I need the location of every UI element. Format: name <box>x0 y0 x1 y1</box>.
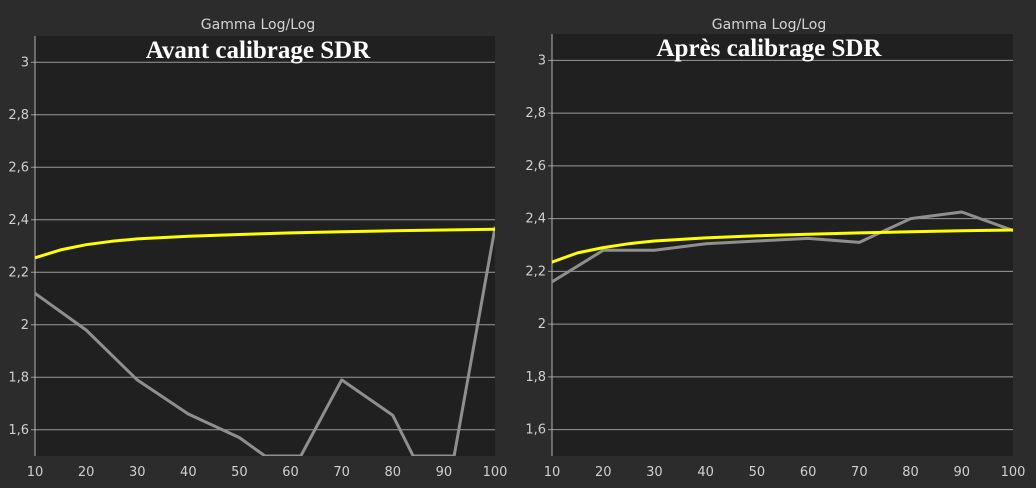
x-tick-label: 100 <box>1001 465 1026 480</box>
measured-gamma-line <box>35 226 495 456</box>
x-tick-label: 90 <box>954 465 971 480</box>
chart-overlay-label: Avant calibrage SDR <box>146 37 371 64</box>
x-tick-label: 50 <box>749 465 766 480</box>
chart-title: Gamma Log/Log <box>712 17 826 33</box>
target-gamma-line <box>35 227 495 260</box>
y-tick-label: 2 <box>538 317 546 332</box>
x-tick-label: 80 <box>385 465 402 480</box>
x-tick-label: 80 <box>902 465 919 480</box>
x-tick-label: 60 <box>282 465 299 480</box>
chart-title: Gamma Log/Log <box>201 17 315 33</box>
x-tick-label: 40 <box>697 465 714 480</box>
y-tick-label: 1,8 <box>8 370 29 385</box>
y-tick-label: 2,4 <box>8 213 29 228</box>
y-tick-label: 1,6 <box>525 423 546 438</box>
y-tick-label: 2,6 <box>525 159 546 174</box>
y-tick-label: 2,8 <box>8 108 29 123</box>
series-lines <box>552 210 1013 284</box>
x-tick-label: 50 <box>231 465 248 480</box>
series-lines <box>35 226 495 456</box>
measured-gamma-line <box>552 210 1013 284</box>
y-tick-labels: 1,6 1,8 2 2,2 2,4 2,6 2,8 3 <box>8 55 29 438</box>
chart-overlay-label: Après calibrage SDR <box>657 35 883 62</box>
y-tick-label: 2,8 <box>525 106 546 121</box>
x-tick-label: 70 <box>333 465 350 480</box>
x-tick-label: 70 <box>851 465 868 480</box>
y-tick-label: 2,2 <box>8 265 29 280</box>
chart-before-calibration: 1,61,822,22,42,62,83 10 20 30 40 50 60 70 80 90 1… <box>8 17 507 480</box>
x-tick-label: 20 <box>78 465 95 480</box>
x-tick-label: 20 <box>595 465 612 480</box>
x-tick-label: 30 <box>129 465 146 480</box>
x-tick-label: 100 <box>483 465 508 480</box>
x-tick-label: 60 <box>800 465 817 480</box>
x-tick-label: 30 <box>646 465 663 480</box>
x-tick-labels: 10 20 30 40 50 60 70 80 90 100 <box>27 465 508 480</box>
x-tick-label: 10 <box>27 465 44 480</box>
target-gamma-line <box>552 228 1013 264</box>
y-tick-label: 1,6 <box>8 423 29 438</box>
plot-area <box>35 36 495 456</box>
y-tick-label: 3 <box>538 53 546 68</box>
x-tick-label: 90 <box>436 465 453 480</box>
x-tick-label: 40 <box>180 465 197 480</box>
y-tick-label: 2,6 <box>8 160 29 175</box>
x-tick-labels: 10 20 30 40 50 60 70 80 90 100 <box>544 465 1026 480</box>
grid-lines <box>548 59 1013 431</box>
x-tick-label: 10 <box>544 465 561 480</box>
y-tick-labels: 1,6 1,8 2 2,2 2,4 2,6 2,8 3 <box>525 53 546 437</box>
y-tick-label: 2,4 <box>525 212 546 227</box>
y-tick-label: 3 <box>21 55 29 70</box>
grid-lines <box>31 61 495 431</box>
y-tick-label: 2,2 <box>525 264 546 279</box>
y-tick-label: 1,8 <box>525 370 546 385</box>
chart-after-calibration: 1,61,822,22,42,62,83 10 20 30 40 50 60 70 80 90 1… <box>525 17 1025 480</box>
y-tick-label: 2 <box>21 318 29 333</box>
